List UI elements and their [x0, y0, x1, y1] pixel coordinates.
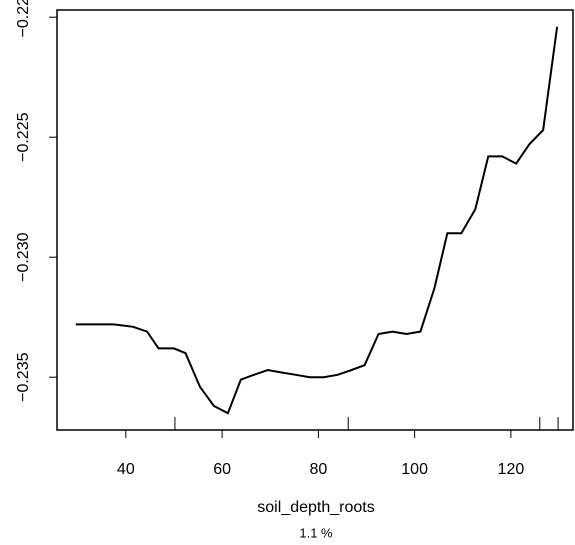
y-tick-label: −0.235	[15, 352, 32, 401]
y-tick-label: −0.22	[15, 0, 32, 37]
plot-box	[56, 9, 574, 431]
y-tick-label: −0.230	[15, 232, 32, 281]
x-tick-label: 120	[498, 461, 525, 478]
line	[75, 26, 559, 415]
y-tick-label: −0.225	[15, 112, 32, 161]
x-axis-label: soil_depth_roots	[257, 499, 374, 516]
x-tick-label: 40	[117, 461, 135, 478]
x-tick-label: 100	[401, 461, 428, 478]
x-tick-label: 80	[309, 461, 327, 478]
x-tick-label: 60	[213, 461, 231, 478]
subtitle: 1.1 %	[299, 525, 333, 540]
